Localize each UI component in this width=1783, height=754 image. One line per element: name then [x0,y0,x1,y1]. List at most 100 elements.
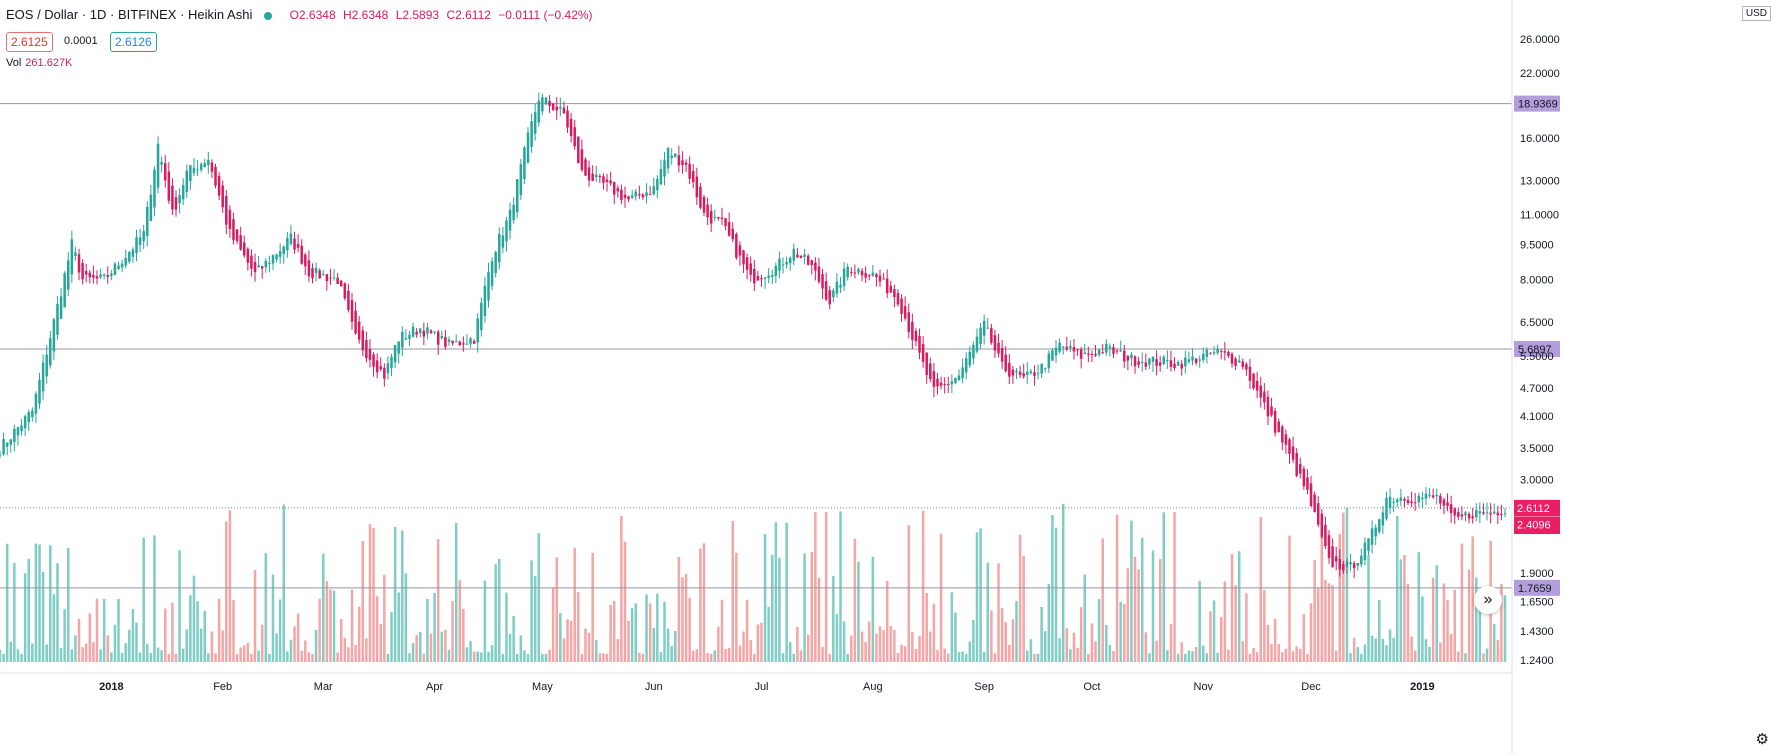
candle [850,267,853,277]
candle-body [1439,495,1442,504]
volume-bar [713,650,717,662]
candle [361,326,365,356]
candle-body [128,252,131,262]
candle-body [1094,354,1097,356]
candle [1360,548,1363,568]
candle [307,250,311,282]
candle [1245,362,1248,376]
candle [1015,368,1018,380]
candle [1385,491,1388,521]
sell-price-button[interactable]: 2.6125 [6,32,53,52]
scroll-to-realtime-button[interactable]: » [1474,586,1502,614]
candle-body [867,275,871,277]
volume-bar [1342,512,1345,662]
candle [131,247,135,264]
candle-body [1485,512,1489,514]
candle [1446,493,1449,512]
volume-bar [756,624,760,662]
volume-bar [404,573,408,662]
volume-bar [1403,554,1406,662]
candle [720,207,724,226]
candle-body [1457,511,1460,517]
candle [1237,354,1241,364]
candle-body [893,289,896,298]
volume-bar [587,632,591,662]
candle-body [260,266,264,269]
symbol-title[interactable]: EOS / Dollar · 1D · BITFINEX · Heikin As… [6,7,253,22]
volume-bar [397,592,400,662]
candle [1026,362,1029,384]
candle-body [591,173,594,181]
candle [853,264,857,279]
candle-body [214,166,217,186]
candle [972,341,975,365]
candle [1295,448,1298,478]
candle [943,377,946,394]
candle-body [472,341,476,344]
candle [1176,359,1180,366]
gear-icon[interactable]: ⚙ [1755,731,1769,748]
open-value: O2.6348 [289,8,336,22]
candle-body [979,327,982,344]
candle [289,224,293,246]
volume-bar [1133,556,1137,662]
candle [684,159,688,172]
candle [235,228,239,245]
volume-bar [1000,607,1004,662]
candle [27,409,30,432]
candle [70,230,74,283]
candle [242,235,246,258]
candle [1008,354,1011,385]
volume-bar [357,606,361,662]
candle [975,328,979,354]
candle-body [1205,349,1209,357]
candle-body [63,273,66,308]
candle-body [975,336,979,352]
candle [929,357,932,383]
candle-body [964,358,968,373]
volume-bar [393,526,397,662]
candle-body [738,245,742,256]
candle-body [1180,363,1183,369]
volume-bar [1058,638,1061,662]
volume-bar [580,653,584,662]
candle [1345,558,1349,574]
volume-bar [512,615,515,662]
volume-bar [480,652,483,662]
volume-bar [347,647,350,662]
volume-bar [785,522,788,662]
candle [92,265,95,284]
candle-body [336,277,339,284]
price-tick: 1.4300 [1520,626,1554,638]
currency-badge[interactable]: USD [1741,6,1771,21]
candle-body [1417,495,1421,503]
candle [354,302,357,336]
candle [286,231,289,258]
candle-body [832,290,835,298]
candle-body [515,179,519,213]
candle-body [796,254,799,258]
volume-bar [1431,577,1435,662]
candle-body [20,425,23,432]
volume-bar [102,598,106,662]
candle [950,374,954,394]
candle [990,323,993,345]
candle [1482,503,1485,515]
volume-bar [1108,645,1112,662]
volume-bar [1184,653,1187,662]
volume-bar [1169,624,1173,662]
volume-bar [1241,641,1245,662]
volume-bar [1018,534,1022,662]
volume-bar [939,533,943,662]
candle-body [196,169,199,171]
candle-body [1263,391,1266,403]
candle-body [181,185,185,200]
candle-body [397,341,400,354]
candle [472,339,476,345]
candle-body [652,186,655,195]
volume-bar [878,626,882,662]
buy-price-button[interactable]: 2.6126 [110,32,157,52]
volume-bar [573,547,576,662]
volume-bar [350,589,354,662]
